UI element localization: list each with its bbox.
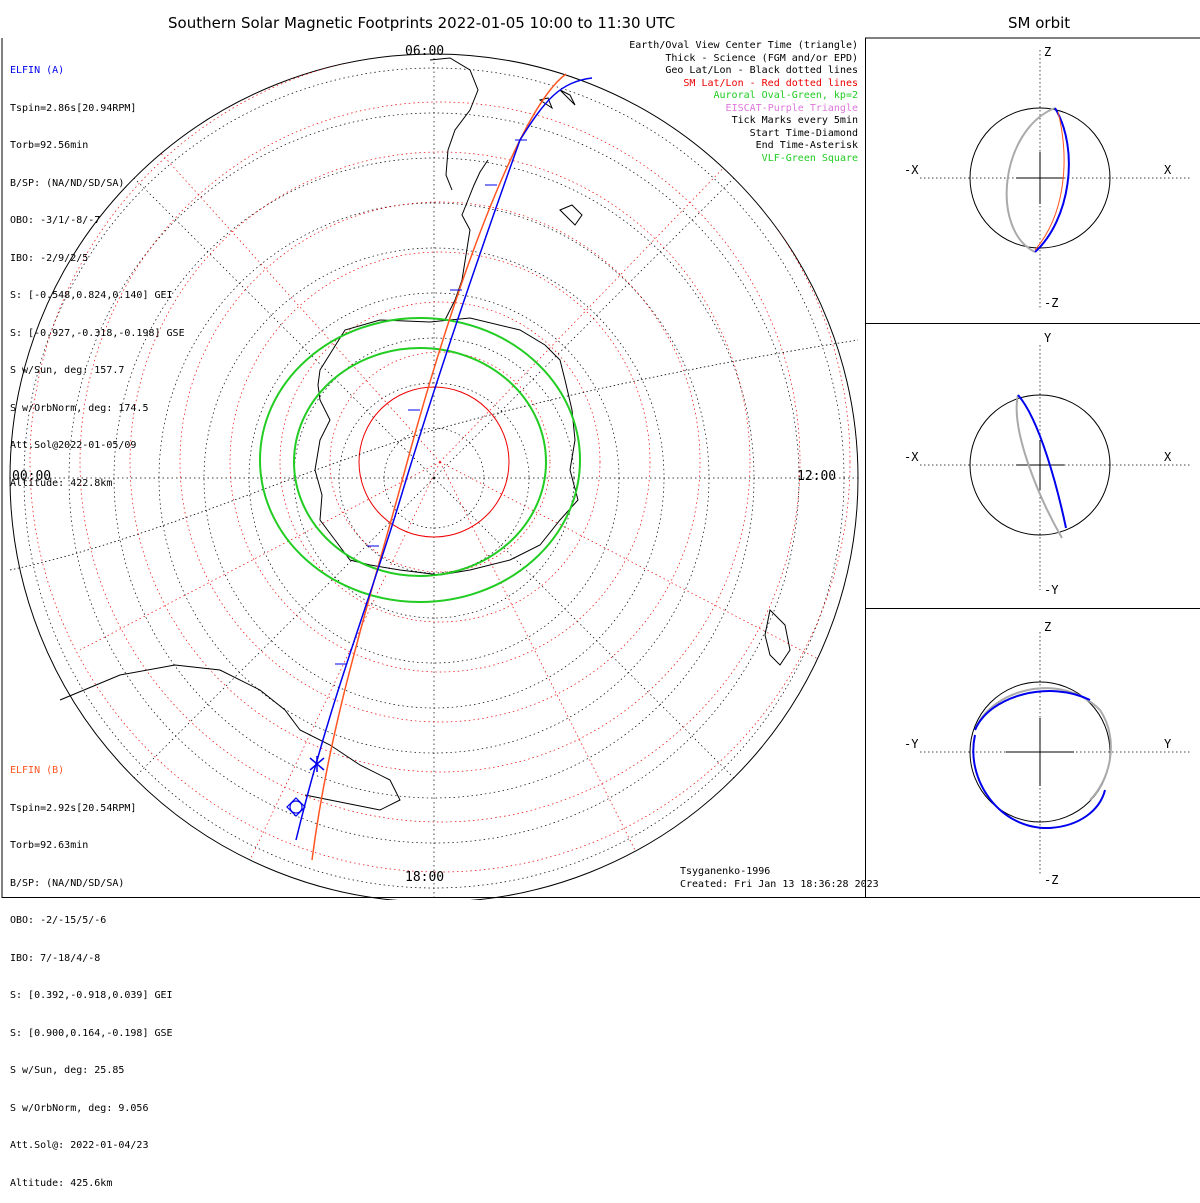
- legend-item: End Time-Asterisk: [755, 140, 858, 151]
- elfin-a-line: Torb=92.56min: [10, 140, 89, 151]
- south-america-coast: [429, 57, 479, 191]
- orbit-axis-label: Y: [1164, 737, 1172, 751]
- legend-item: Auroral Oval-Green, kp=2: [713, 90, 859, 101]
- credits-model: Tsyganenko-1996: [680, 866, 771, 877]
- elfin-a-line: IBO: -2/9/2/5: [10, 252, 89, 264]
- orbit-axis-label: -X: [904, 163, 919, 177]
- legend-item: EISCAT-Purple Triangle: [725, 102, 858, 114]
- elfin-b-line: S: [0.900,0.164,-0.198] GSE: [10, 1027, 173, 1039]
- elfin-b-line: B/SP: (NA/ND/SD/SA): [10, 877, 125, 889]
- orbit-title: SM orbit: [1008, 14, 1071, 32]
- orbit-axis-label: Y: [1044, 331, 1052, 345]
- orbit-panel-xy: [920, 345, 1190, 590]
- hour-label-left: 00:00: [12, 469, 52, 484]
- elfin-b-line: IBO: 7/-18/4/-8: [10, 952, 101, 964]
- auroral-oval: [259, 317, 581, 603]
- sm-inner-circle: [358, 386, 510, 538]
- orbit-axis-label: X: [1164, 163, 1172, 177]
- orbit-axis-label: -Y: [1044, 583, 1059, 597]
- footprint-figure: [1, 37, 1200, 900]
- elfin-a-line: B/SP: (NA/ND/SD/SA): [10, 177, 125, 189]
- track-elfin-b: [311, 73, 567, 861]
- orbit-panel-xz: [920, 50, 1190, 310]
- elfin-b-line: Tspin=2.92s[20.54RPM]: [10, 802, 137, 814]
- orbit-axis-label: X: [1164, 450, 1172, 464]
- elfin-b-line: Att.Sol@: 2022-01-04/23: [10, 1140, 149, 1151]
- orbit-axis-label: -Z: [1044, 296, 1059, 310]
- legend-item: Thick - Science (FGM and/or EPD): [665, 52, 858, 64]
- elfin-a-line: S: [-0.927,-0.318,-0.198] GSE: [10, 327, 185, 339]
- orbit-axis-label: Z: [1044, 45, 1052, 59]
- elfin-b-line: Altitude: 425.6km: [10, 1177, 113, 1189]
- elfin-a-line: Tspin=2.86s[20.94RPM]: [10, 102, 137, 114]
- sm-grid: [29, 54, 851, 873]
- elfin-a-line: Att.Sol@2022-01-05/09: [10, 440, 137, 451]
- credits-created: Created: Fri Jan 13 18:36:28 2023: [680, 879, 879, 890]
- hour-label-top: 06:00: [405, 44, 445, 59]
- antarctica-coast: [314, 317, 579, 576]
- africa-coast: [59, 664, 401, 811]
- legend-item: VLF-Green Square: [761, 152, 858, 164]
- legend-item: Earth/Oval View Center Time (triangle): [629, 40, 858, 51]
- panel-borders: [1, 37, 1200, 898]
- orbit-axis-label: -Y: [904, 737, 919, 751]
- start-diamond: [286, 797, 306, 817]
- polar-map: [9, 53, 859, 900]
- elfin-a-name: ELFIN (A): [10, 65, 65, 76]
- coastlines: [59, 57, 791, 811]
- end-asterisk: [309, 756, 325, 772]
- elfin-a-line: Altitude: 422.8km: [10, 477, 113, 489]
- elfin-b-block: ELFIN (B) Tspin=2.92s[20.54RPM] Torb=92.…: [10, 740, 173, 1203]
- elfin-a-line: OBO: -3/1/-8/-7: [10, 215, 101, 226]
- elfin-b-line: S w/OrbNorm, deg: 9.056: [10, 1102, 149, 1114]
- orbit-panel-yz: [920, 632, 1190, 875]
- elfin-a-line: S w/OrbNorm, deg: 174.5: [10, 402, 149, 414]
- track-elfin-a: [295, 77, 593, 841]
- hour-label-bottom: 18:00: [405, 870, 445, 885]
- australia-coast: [764, 608, 791, 666]
- hour-label-right: 12:00: [797, 469, 837, 484]
- elfin-b-line: Torb=92.63min: [10, 840, 89, 851]
- elfin-b-line: OBO: -2/-15/5/-6: [10, 915, 107, 926]
- elfin-a-line: S w/Sun, deg: 157.7: [10, 365, 125, 376]
- peninsula-coast: [444, 159, 489, 321]
- legend: Earth/Oval View Center Time (triangle) T…: [560, 40, 858, 170]
- elfin-b-name: ELFIN (B): [10, 765, 65, 776]
- legend-item: Tick Marks every 5min: [731, 115, 858, 126]
- geo-grid: [10, 54, 858, 900]
- legend-item: SM Lat/Lon - Red dotted lines: [683, 77, 858, 89]
- orbit-axis-label: -X: [904, 450, 919, 464]
- track-ticks: [335, 139, 527, 665]
- elfin-b-line: S: [0.392,-0.918,0.039] GEI: [10, 990, 173, 1001]
- main-title: Southern Solar Magnetic Footprints 2022-…: [168, 14, 676, 32]
- elfin-b-line: S w/Sun, deg: 25.85: [10, 1065, 125, 1076]
- legend-item: Start Time-Diamond: [749, 127, 858, 139]
- elfin-a-block: ELFIN (A) Tspin=2.86s[20.94RPM] Torb=92.…: [10, 40, 185, 503]
- orbit-axis-label: -Z: [1044, 873, 1059, 887]
- elfin-a-line: S: [-0.548,0.824,0.140] GEI: [10, 290, 173, 301]
- legend-item: Geo Lat/Lon - Black dotted lines: [665, 65, 858, 76]
- orbit-axis-label: Z: [1044, 620, 1052, 634]
- orbit-panels: [920, 50, 1190, 875]
